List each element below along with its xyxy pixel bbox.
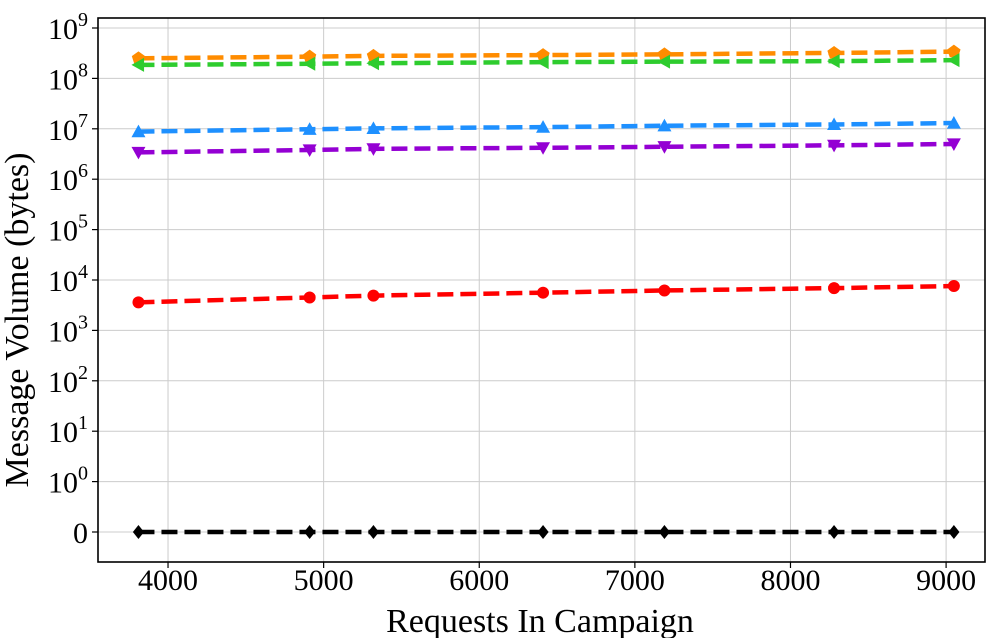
y-tick-exponent: 5 [78,211,88,233]
series [132,280,960,309]
data-point [828,525,840,539]
data-point [304,525,316,539]
y-tick-exponent: 9 [78,9,88,31]
series [131,53,960,72]
data-point [657,118,672,132]
y-tick-label: 105 [48,211,88,248]
data-point [658,284,671,297]
data-point [366,121,381,134]
series [132,525,960,539]
data-point [828,282,841,295]
data-point [827,139,842,153]
y-tick-base: 10 [48,114,78,147]
y-tick-base: 10 [48,13,78,46]
x-axis-label: Requests In Campaign [386,603,694,638]
y-tick-label: 100 [48,463,88,500]
x-ticks: 4000 5000 6000 7000 8000 9000 [138,562,976,597]
y-tick-label: 103 [48,311,88,348]
data-point [536,142,551,155]
data-point [948,525,960,539]
grid [98,18,985,562]
y-tick-exponent: 3 [78,311,88,333]
data-point [946,138,961,151]
y-tick-base: 10 [48,467,78,500]
y-tick-label: 108 [48,59,88,96]
x-tick-label: 6000 [449,564,509,597]
plot-frame [97,17,986,563]
y-tick-base: 10 [48,215,78,248]
data-point [302,56,316,71]
y-tick-exponent: 7 [78,110,88,132]
x-tick-label: 9000 [916,564,976,597]
data-point [131,124,146,138]
series [131,116,961,138]
y-tick-base: 10 [48,164,78,197]
y-tick-exponent: 6 [78,160,88,182]
data-point [537,525,549,539]
data-point [536,55,549,70]
y-tick-base: 10 [48,315,78,348]
y-tick-label: 107 [48,110,88,147]
y-axis-label: Message Volume (bytes) [0,153,36,488]
data-point [657,141,672,154]
x-tick-label: 5000 [294,564,354,597]
y-tick-exponent: 8 [78,59,88,81]
data-point [947,44,961,58]
data-point [946,53,960,68]
x-tick-label: 4000 [138,564,198,597]
y-tick-exponent: 1 [78,412,88,434]
y-tick-exponent: 0 [78,463,88,485]
y-tick-base: 0 [73,517,88,550]
data-point [658,525,671,539]
data-point [302,122,317,135]
y-tick-exponent: 2 [78,362,88,384]
data-point [303,291,316,304]
data-point [537,286,550,299]
data-point [132,296,145,309]
data-point [946,116,961,129]
y-tick-base: 10 [48,265,78,298]
data-point [827,117,842,131]
data-point [536,120,551,133]
data-point [657,54,671,69]
y-tick-base: 10 [48,63,78,96]
y-tick-label: 104 [48,261,88,298]
y-tick-exponent: 4 [78,261,88,283]
y-tick-label: 101 [48,412,88,449]
x-tick-label: 7000 [605,564,665,597]
data-point [302,144,317,157]
series [131,138,961,160]
y-tick-base: 10 [48,366,78,399]
y-tick-label: 109 [48,9,88,46]
y-tick-label: 0 [73,517,88,550]
data-point [367,289,380,302]
data-point [827,54,840,69]
y-tick-base: 10 [48,416,78,449]
data-point [132,525,145,539]
data-point [366,143,381,156]
data-point [131,57,145,72]
series-layer [131,44,961,539]
y-tick-label: 102 [48,362,88,399]
data-point [366,56,380,71]
data-point [367,525,380,539]
data-point [947,280,960,293]
x-tick-label: 8000 [760,564,820,597]
y-tick-label: 106 [48,160,88,197]
data-point [131,146,146,160]
